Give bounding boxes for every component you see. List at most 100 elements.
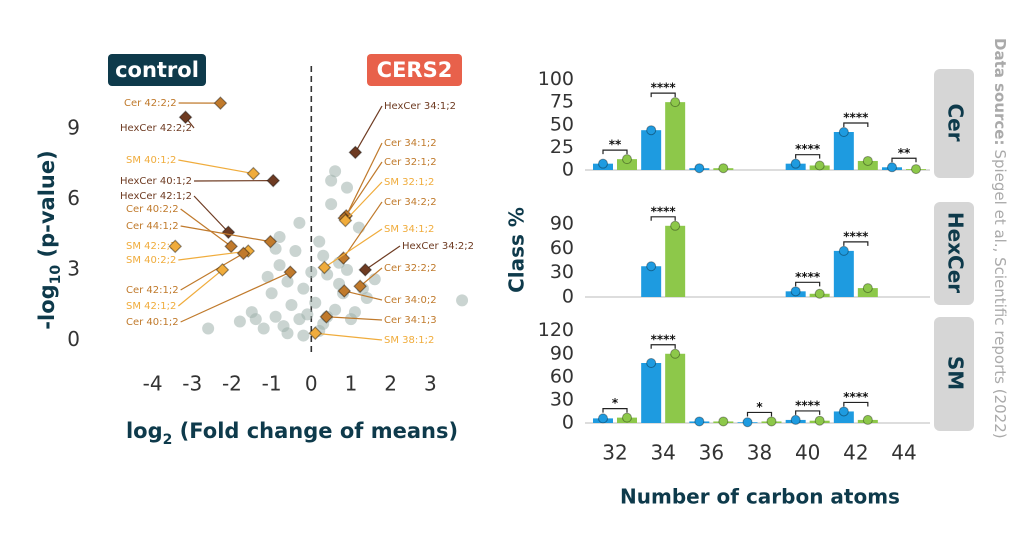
significance-bracket xyxy=(843,122,869,127)
facet-strip xyxy=(934,202,974,305)
background-point xyxy=(293,216,306,229)
background-point xyxy=(281,327,294,340)
point-label: SM 40:1;2 xyxy=(126,155,176,166)
bar xyxy=(641,363,662,423)
background-point xyxy=(301,308,314,321)
y-tick-label: 0 xyxy=(67,327,80,351)
facet-strip xyxy=(934,69,974,178)
significance-label: **** xyxy=(795,270,821,284)
highlight-point xyxy=(283,265,298,280)
background-point xyxy=(273,230,286,243)
x-tick-label: 42 xyxy=(843,441,868,465)
background-point xyxy=(329,303,342,316)
highlight-point xyxy=(317,260,332,275)
bar-point xyxy=(790,158,801,169)
leader-line xyxy=(180,252,244,291)
highlight-point xyxy=(338,213,353,228)
y-tick-label: 60 xyxy=(550,365,574,387)
point-label: SM 40:2;2 xyxy=(126,255,176,266)
significance-label: ** xyxy=(609,138,622,152)
background-point xyxy=(289,245,302,258)
point-label: SM 32:1;2 xyxy=(384,177,434,188)
x-tick-label: -3 xyxy=(182,372,202,396)
significance-label: **** xyxy=(795,398,821,412)
x-tick-label: 2 xyxy=(384,372,397,396)
leader-line xyxy=(326,316,383,321)
bar-point xyxy=(694,416,705,427)
bar-point xyxy=(838,127,849,137)
leader-line xyxy=(178,250,249,261)
y-tick-label: 0 xyxy=(562,159,574,181)
bar-point xyxy=(622,154,632,165)
background-point xyxy=(309,296,322,309)
background-point xyxy=(265,287,278,300)
x-tick-label: 38 xyxy=(747,441,772,465)
bar xyxy=(665,102,686,170)
group-label: control xyxy=(115,58,199,82)
point-label: Cer 40:1;2 xyxy=(126,317,179,328)
point-label: Cer 34:0;2 xyxy=(384,295,437,306)
bar xyxy=(617,159,637,170)
background-point xyxy=(341,181,354,194)
bar-point xyxy=(862,414,873,425)
background-point xyxy=(249,313,262,326)
y-tick-label: 6 xyxy=(67,186,80,210)
leader-line xyxy=(180,208,232,247)
background-point xyxy=(233,315,246,328)
leader-line xyxy=(177,269,223,307)
significance-bracket xyxy=(843,401,869,407)
background-point xyxy=(269,242,282,255)
significance-bracket xyxy=(650,344,676,349)
bar-point xyxy=(887,162,897,173)
background-point xyxy=(360,292,373,304)
y-tick-label: 60 xyxy=(550,237,574,259)
volcano-y-label: -log10 (p-value) xyxy=(35,150,64,329)
background-point xyxy=(333,277,346,290)
background-point xyxy=(202,322,215,335)
leader-line xyxy=(354,105,383,153)
significance-bracket xyxy=(602,408,628,413)
background-point xyxy=(325,174,338,187)
bar-point xyxy=(790,414,801,425)
background-point xyxy=(352,221,365,234)
x-tick-label: 40 xyxy=(795,441,820,465)
highlight-point xyxy=(224,239,239,254)
source-text: Spiegel et al., Scientific reports (2022… xyxy=(992,149,1010,438)
significance-label: ** xyxy=(898,146,911,160)
leader-line xyxy=(324,228,383,268)
highlight-point xyxy=(319,309,334,324)
bar-point xyxy=(646,358,657,368)
highlight-point xyxy=(358,262,373,277)
leader-line xyxy=(342,201,383,259)
bar xyxy=(641,266,662,297)
background-point xyxy=(317,249,330,262)
highlight-point xyxy=(337,284,352,298)
leader-line xyxy=(359,267,383,287)
x-tick-label: 36 xyxy=(699,441,724,465)
x-tick-label: 34 xyxy=(650,441,675,465)
bar-point xyxy=(670,348,681,359)
y-tick-label: 50 xyxy=(550,113,574,135)
bar-point xyxy=(670,97,681,108)
bar-point xyxy=(838,245,849,256)
significance-bracket xyxy=(891,157,917,163)
bar-point xyxy=(670,220,681,231)
bar xyxy=(833,411,854,423)
point-label: HexCer 42:1;2 xyxy=(120,191,192,202)
background-point xyxy=(313,235,326,248)
point-label: Cer 32:2;2 xyxy=(384,263,437,274)
facet-strip xyxy=(934,317,974,431)
significance-label: **** xyxy=(651,204,677,218)
background-point xyxy=(341,263,354,276)
bar xyxy=(833,132,854,170)
highlight-point xyxy=(168,239,183,254)
bar-point xyxy=(790,286,801,297)
leader-line xyxy=(364,245,401,271)
x-label-part: log xyxy=(126,419,163,443)
highlight-point xyxy=(246,166,261,181)
leader-line xyxy=(180,225,271,243)
significance-label: **** xyxy=(795,142,821,156)
significance-bracket xyxy=(843,241,869,246)
y-tick-label: 25 xyxy=(550,136,574,158)
